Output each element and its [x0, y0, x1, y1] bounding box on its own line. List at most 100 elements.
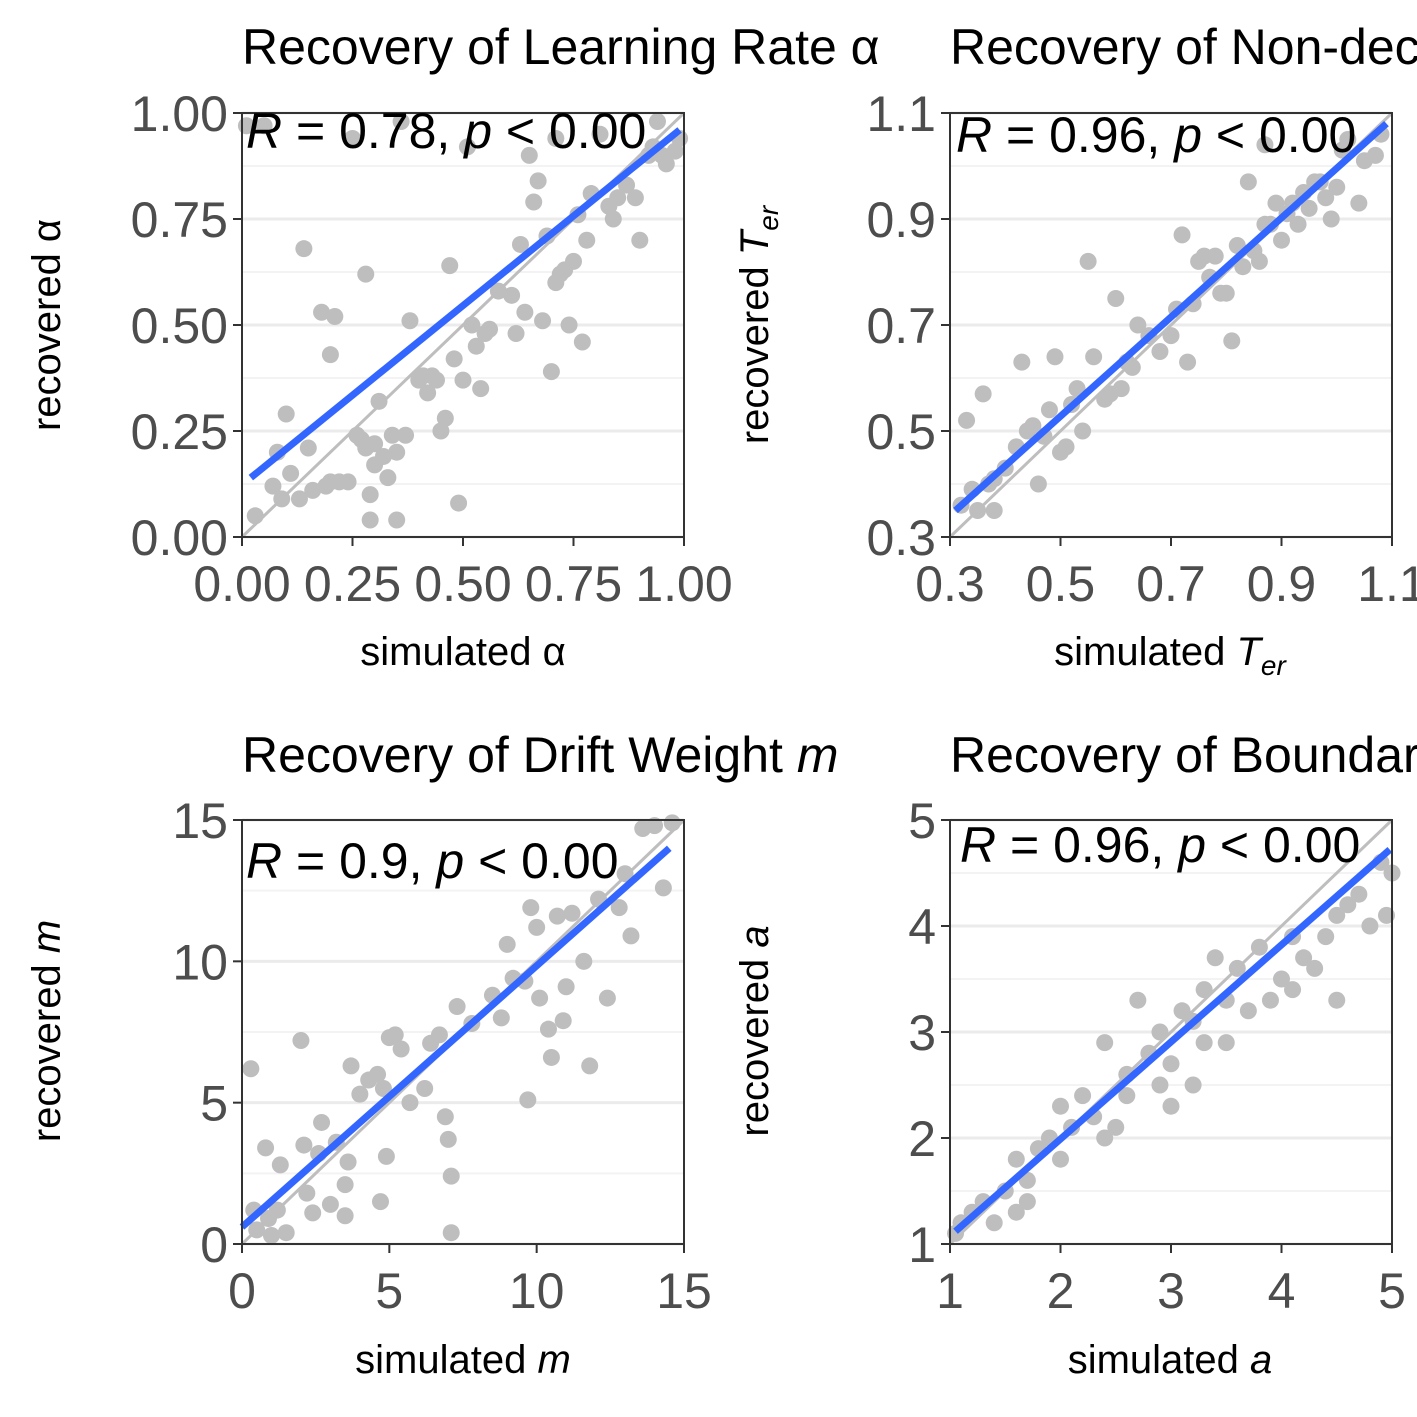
r-label: R	[246, 833, 282, 889]
data-point	[450, 494, 468, 512]
p-label: p	[462, 103, 492, 159]
data-point	[1295, 949, 1313, 967]
data-point	[657, 155, 675, 173]
data-point	[321, 346, 339, 364]
r-text: = 0.96,	[992, 107, 1174, 163]
data-point	[489, 282, 507, 300]
data-point	[1284, 981, 1302, 999]
x-tick-label: 2	[1047, 1263, 1075, 1319]
data-point	[298, 1184, 316, 1202]
plot-area: 0 5 10 15 0 5 10 15	[172, 793, 711, 1319]
correlation-annotation: R = 0.78, p < 0.00	[246, 103, 646, 159]
data-point	[565, 252, 582, 270]
data-point	[370, 392, 388, 410]
data-point	[1206, 949, 1224, 967]
data-point	[557, 978, 575, 996]
data-point	[436, 409, 454, 427]
data-point	[1162, 327, 1180, 345]
data-point	[273, 490, 291, 508]
correlation-annotation: R = 0.9, p < 0.00	[246, 833, 619, 889]
data-point	[463, 316, 481, 334]
data-point	[441, 257, 459, 275]
data-point	[277, 405, 295, 423]
data-point	[598, 989, 616, 1007]
data-point	[663, 814, 681, 832]
y-axis-label: recovered a	[733, 925, 777, 1136]
x-tick-label: 0.9	[1247, 556, 1317, 612]
data-point	[1074, 422, 1092, 440]
data-point	[416, 1080, 434, 1098]
y-tick-label: 0.00	[131, 510, 228, 566]
x-tick-label: 0.7	[1136, 556, 1206, 612]
data-point	[1267, 194, 1285, 212]
data-point	[304, 481, 322, 499]
data-point	[1350, 885, 1368, 903]
data-point	[974, 385, 992, 403]
data-point	[1317, 928, 1335, 946]
data-point	[342, 1057, 360, 1075]
data-point	[516, 303, 534, 321]
x-tick-label: 0.25	[304, 556, 401, 612]
y-tick-label: 3	[908, 1005, 936, 1061]
correlation-annotation: R = 0.96, p < 0.00	[956, 107, 1356, 163]
p-text: < 0.00	[1206, 817, 1360, 873]
data-point	[1029, 475, 1047, 493]
panel-title: Recovery of Boundary Separation a	[950, 727, 1417, 783]
panel-non-decision-time: Recovery of Non-decision Time Ter 0.30.5…	[733, 19, 1417, 681]
data-point	[388, 511, 406, 529]
data-point	[1350, 194, 1368, 212]
data-point	[397, 426, 415, 444]
data-point	[1195, 981, 1213, 999]
data-point	[388, 443, 406, 461]
p-label: p	[434, 833, 464, 889]
data-point	[1206, 247, 1224, 265]
data-point	[339, 1153, 357, 1171]
data-point	[1151, 1076, 1169, 1094]
data-point	[277, 1224, 295, 1242]
data-point	[1317, 189, 1335, 207]
data-point	[1256, 136, 1274, 154]
data-point	[575, 952, 593, 970]
data-point	[377, 1147, 395, 1165]
data-point	[290, 490, 308, 508]
data-point	[1007, 1203, 1025, 1221]
p-text: < 0.00	[464, 833, 618, 889]
p-label: p	[1176, 817, 1206, 873]
data-point	[654, 879, 672, 897]
data-point	[1273, 970, 1290, 988]
r-label: R	[956, 107, 992, 163]
data-point	[573, 333, 591, 351]
p-label: p	[1172, 107, 1202, 163]
data-point	[1261, 991, 1279, 1009]
x-axis-label-text: simulated	[1068, 1338, 1250, 1382]
data-point	[622, 927, 640, 945]
panel-title: Recovery of Non-decision Time Ter	[950, 19, 1417, 80]
data-point	[336, 1176, 354, 1194]
y-tick-label: 1.1	[866, 86, 936, 142]
data-point	[1250, 252, 1268, 270]
data-point	[257, 1139, 275, 1157]
data-point	[511, 235, 529, 253]
data-point	[445, 350, 463, 368]
regression-line	[953, 120, 1389, 514]
data-point	[271, 1156, 289, 1174]
data-point	[299, 439, 317, 457]
y-axis-label: recovered Ter	[733, 204, 784, 444]
y-tick-label: 0.75	[131, 192, 228, 248]
data-point	[1046, 348, 1064, 366]
panel-learning-rate: Recovery of Learning Rate α 0.000.250.50…	[25, 19, 880, 674]
data-point	[1018, 1193, 1036, 1211]
data-point	[1057, 438, 1075, 456]
data-point	[246, 507, 264, 525]
data-point	[1184, 1076, 1202, 1094]
data-point	[591, 125, 609, 143]
data-point	[351, 1085, 369, 1103]
regression-line	[239, 845, 672, 1230]
data-point	[1289, 215, 1307, 233]
data-point	[1024, 417, 1042, 435]
data-point	[1273, 231, 1290, 249]
y-axis-label-text: recovered	[733, 255, 777, 444]
data-point	[374, 1080, 392, 1098]
data-point	[295, 1136, 313, 1154]
